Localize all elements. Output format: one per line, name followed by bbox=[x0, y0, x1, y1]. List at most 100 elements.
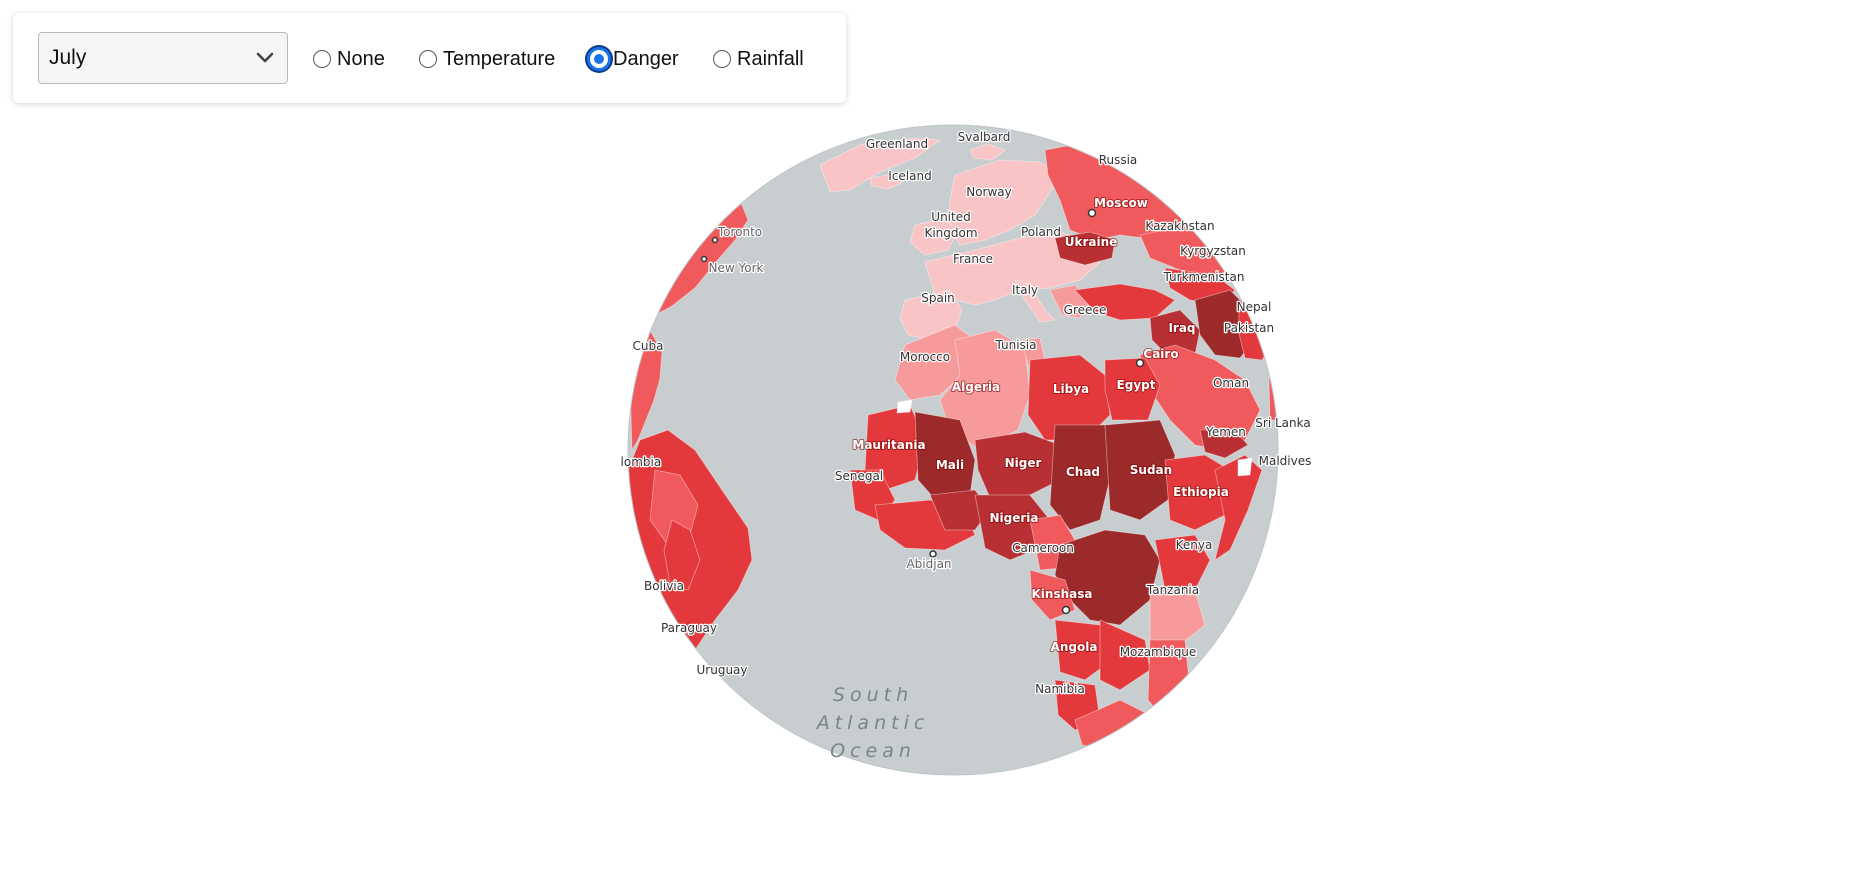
label-russia: Russia bbox=[1099, 153, 1138, 167]
label-kazakhstan: Kazakhstan bbox=[1145, 219, 1214, 233]
ukraine-land bbox=[1054, 231, 1116, 266]
label-oman: Oman bbox=[1213, 376, 1249, 390]
globe-map[interactable]: Greenland Svalbard Russia Iceland Norway… bbox=[604, 118, 1320, 783]
label-cairo: Cairo bbox=[1143, 347, 1178, 361]
label-toronto: Toronto bbox=[717, 225, 762, 239]
label-tanzania: Tanzania bbox=[1146, 583, 1199, 597]
label-italy: Italy bbox=[1012, 283, 1038, 297]
yemen-land bbox=[1199, 429, 1249, 459]
greenland-land bbox=[819, 137, 942, 193]
label-greenland: Greenland bbox=[866, 137, 928, 151]
iceland-land bbox=[869, 173, 904, 190]
label-svalbard: Svalbard bbox=[958, 130, 1011, 144]
label-moscow: Moscow bbox=[1094, 196, 1148, 210]
layer-radio-danger[interactable]: Danger bbox=[587, 44, 679, 74]
label-sudan: Sudan bbox=[1130, 463, 1172, 477]
label-niger: Niger bbox=[1005, 456, 1042, 470]
globe-svg[interactable]: Greenland Svalbard Russia Iceland Norway… bbox=[604, 118, 1320, 778]
label-sri-lanka: Sri Lanka bbox=[1255, 416, 1310, 430]
label-abidjan: Abidjan bbox=[906, 557, 951, 571]
label-turkmenistan: Turkmenistan bbox=[1163, 270, 1245, 284]
new-york-marker bbox=[700, 255, 708, 263]
label-cuba: Cuba bbox=[633, 339, 664, 353]
central-europe-land bbox=[924, 231, 1101, 306]
label-nigeria: Nigeria bbox=[989, 511, 1038, 525]
label-bolivia: Bolivia bbox=[644, 579, 684, 593]
label-kingdom: Kingdom bbox=[924, 226, 977, 240]
label-ethiopia: Ethiopia bbox=[1173, 485, 1229, 499]
layer-radio-rainfall[interactable]: Rainfall bbox=[713, 44, 804, 74]
radio-button-none[interactable] bbox=[313, 50, 331, 68]
radio-button-temperature[interactable] bbox=[419, 50, 437, 68]
label-ukraine: Ukraine bbox=[1065, 235, 1118, 249]
brazil-west-land bbox=[663, 519, 701, 591]
sudan-land bbox=[1104, 419, 1176, 521]
radio-button-rainfall[interactable] bbox=[713, 50, 731, 68]
label-libya: Libya bbox=[1053, 382, 1089, 396]
label-cameroon: Cameroon bbox=[1012, 541, 1074, 555]
globe-outline bbox=[627, 124, 1279, 776]
label-senegal: Senegal bbox=[835, 469, 883, 483]
madagascar-land bbox=[1224, 634, 1241, 691]
svalbard-land bbox=[969, 143, 1006, 161]
tanzania-land bbox=[1149, 589, 1206, 646]
label-mauritania: Mauritania bbox=[852, 438, 925, 452]
western-sahara-land bbox=[896, 399, 913, 414]
uk-land bbox=[909, 217, 959, 256]
cairo-marker bbox=[1135, 358, 1145, 368]
label-greece: Greece bbox=[1064, 303, 1107, 317]
label-iraq: Iraq bbox=[1168, 321, 1195, 335]
turkey-land bbox=[1074, 283, 1176, 321]
label-uruguay: Uruguay bbox=[697, 663, 748, 677]
label-norway: Norway bbox=[966, 185, 1012, 199]
control-panel: July None Temperature Danger Rainfall bbox=[13, 13, 846, 103]
label-kyrgyzstan: Kyrgyzstan bbox=[1180, 244, 1246, 258]
layer-label-rainfall: Rainfall bbox=[737, 47, 804, 70]
label-united: United bbox=[931, 210, 970, 224]
ocean-label-line-2: Atlantic bbox=[815, 712, 930, 734]
label-namibia: Namibia bbox=[1035, 682, 1085, 696]
label-maldives: Maldives bbox=[1259, 454, 1312, 468]
ocean-label-line-3: Ocean bbox=[830, 740, 916, 762]
label-iceland: Iceland bbox=[888, 169, 931, 183]
toronto-marker bbox=[711, 236, 719, 244]
label-egypt: Egypt bbox=[1117, 378, 1156, 392]
month-select-value: July bbox=[49, 46, 87, 69]
kinshasa-marker bbox=[1061, 605, 1071, 615]
layer-label-temperature: Temperature bbox=[443, 47, 556, 70]
layer-label-danger: Danger bbox=[613, 47, 679, 70]
angola-land bbox=[1054, 619, 1113, 681]
label-tunisia: Tunisia bbox=[995, 338, 1037, 352]
abidjan-marker bbox=[929, 550, 937, 558]
label-pakistan: Pakistan bbox=[1224, 321, 1274, 335]
label-morocco: Morocco bbox=[900, 350, 950, 364]
label-angola: Angola bbox=[1051, 640, 1098, 654]
egypt-land bbox=[1104, 357, 1161, 421]
label-algeria: Algeria bbox=[952, 380, 1000, 394]
label-kenya: Kenya bbox=[1176, 538, 1213, 552]
somalia-land bbox=[1214, 454, 1263, 561]
layer-label-none: None bbox=[337, 47, 385, 70]
label-kinshasa: Kinshasa bbox=[1032, 587, 1093, 601]
chevron-down-icon bbox=[256, 52, 274, 63]
label-colombia: Colombia bbox=[620, 455, 661, 469]
layer-radio-none[interactable]: None bbox=[313, 44, 385, 74]
label-nepal: Nepal bbox=[1237, 300, 1272, 314]
zambia-land bbox=[1099, 619, 1151, 691]
scandinavia-land bbox=[947, 159, 1061, 246]
label-poland: Poland bbox=[1021, 225, 1061, 239]
ocean-label-line-1: South bbox=[833, 684, 913, 706]
label-new-york: New York bbox=[709, 261, 764, 275]
italy-land bbox=[1014, 279, 1056, 323]
kenya-land bbox=[1154, 534, 1211, 591]
label-paraguay: Paraguay bbox=[661, 621, 717, 635]
layer-radio-temperature[interactable]: Temperature bbox=[419, 44, 555, 74]
month-select[interactable]: July bbox=[38, 32, 288, 84]
arabia-land bbox=[1139, 344, 1261, 451]
label-mali: Mali bbox=[936, 458, 964, 472]
label-spain: Spain bbox=[921, 291, 955, 305]
somaliland-land bbox=[1237, 457, 1253, 477]
moscow-marker bbox=[1087, 208, 1097, 218]
label-chad: Chad bbox=[1066, 465, 1100, 479]
radio-button-danger[interactable] bbox=[587, 47, 611, 71]
